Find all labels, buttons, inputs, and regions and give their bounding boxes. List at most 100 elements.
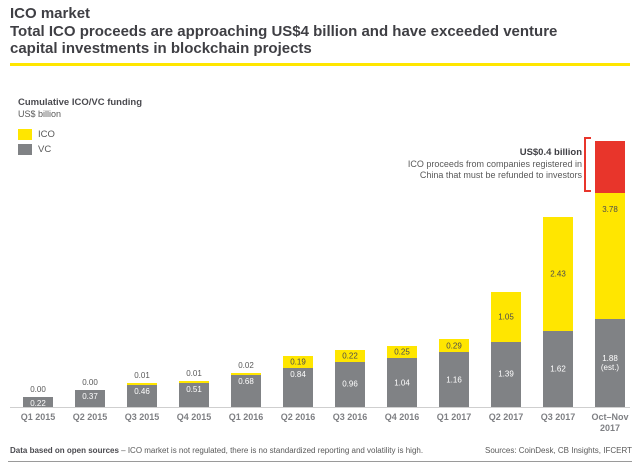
- ico-value-label: 0.01: [186, 369, 202, 379]
- bar-column: 0.29 1.16: [428, 118, 480, 407]
- ico-bar-segment: [231, 373, 261, 376]
- vc-value-label: 0.84: [290, 369, 306, 379]
- vc-value-label: 0.37: [82, 391, 98, 401]
- ico-bar-segment: 3.78: [595, 192, 625, 319]
- stacked-bar: 0.19 0.84: [283, 355, 313, 407]
- page-title: Total ICO proceeds are approaching US$4 …: [10, 22, 558, 58]
- vc-value-label: 1.39: [498, 369, 514, 379]
- bar-column: 0.19 0.84: [272, 118, 324, 407]
- legend-label-ico: ICO: [38, 129, 55, 140]
- ico-bar-segment: 0.22: [335, 349, 365, 362]
- vc-bar-segment: 1.04: [387, 358, 417, 407]
- x-axis-label: Q3 2016: [332, 412, 368, 422]
- x-axis-label: Q2 2015: [72, 412, 108, 422]
- stacked-bar: 1.05 1.39: [491, 292, 521, 407]
- refund-annotation: US$0.4 billion ICO proceeds from compani…: [408, 147, 582, 182]
- legend-label-vc: VC: [38, 144, 52, 155]
- vc-bar-segment: 0.68: [231, 375, 261, 407]
- annotation-amount: US$0.4 billion: [519, 147, 582, 158]
- bar-column: 3.78 1.88 (est.): [584, 118, 636, 407]
- x-axis-label: Q3 2015: [124, 412, 160, 422]
- vc-value-label: 1.04: [394, 377, 410, 387]
- chart-unit-label: US$ billion: [18, 108, 62, 119]
- bar-column: 0.22 0.96: [324, 118, 376, 407]
- accent-rule: [10, 63, 630, 66]
- stacked-bar: 3.78 1.88 (est.): [595, 140, 625, 407]
- chart-legend: ICO VC: [18, 129, 55, 159]
- ico-bar-segment: 0.25: [387, 346, 417, 359]
- annotation-text-line1: ICO proceeds from companies registered i…: [407, 158, 582, 169]
- legend-item-ico: ICO: [18, 129, 55, 140]
- section-kicker: ICO market: [10, 5, 91, 22]
- report-footer: Data based on open sources – ICO market …: [10, 446, 632, 455]
- bar-column: 0.00 0.37: [64, 118, 116, 407]
- x-axis-label: Q1 2016: [228, 412, 264, 422]
- vc-value-label: 0.22: [30, 398, 46, 408]
- bar-column: 0.00 0.22: [12, 118, 64, 408]
- ico-bar-segment: [127, 383, 157, 386]
- ico-legend-swatch: [18, 129, 32, 140]
- stacked-bar: 0.22 0.96: [335, 349, 365, 407]
- stacked-bar: 0.68: [231, 373, 261, 407]
- bar-column: 0.02 0.68: [220, 118, 272, 407]
- stacked-bar: 2.43 1.62: [543, 216, 573, 407]
- chart-heading: Cumulative ICO/VC funding US$ billion: [18, 97, 142, 121]
- vc-bar-segment: 0.46: [127, 385, 157, 407]
- vc-bar-segment: 1.39: [491, 341, 521, 407]
- vc-legend-swatch: [18, 144, 32, 155]
- ico-value-label: 3.78: [602, 204, 618, 214]
- vc-value-label: 0.68: [238, 377, 254, 387]
- vc-bar-segment: 1.16: [439, 352, 469, 407]
- footer-rule: [8, 461, 632, 462]
- ico-value-label: 0.25: [394, 347, 410, 357]
- annotation-text-line2: China that must be refunded to investors: [419, 170, 582, 181]
- ico-value-label: 0.00: [30, 384, 46, 394]
- red-refund-segment: [595, 140, 625, 193]
- ico-value-label: 1.05: [498, 312, 514, 322]
- ico-bar-segment: 1.05: [491, 292, 521, 342]
- x-axis-label: Q2 2016: [280, 412, 316, 422]
- vc-bar-segment: 1.62: [543, 330, 573, 407]
- bar-column: 0.25 1.04: [376, 118, 428, 407]
- ico-bar-segment: 0.29: [439, 338, 469, 353]
- stacked-bar: 0.29 1.16: [439, 338, 469, 407]
- x-axis-label: Q4 2015: [176, 412, 212, 422]
- ico-value-label: 0.01: [134, 371, 150, 381]
- footnote-bold: Data based on open sources: [10, 446, 119, 455]
- x-axis-label: Q1 2015: [20, 412, 56, 422]
- vc-value-label: 0.46: [134, 387, 150, 397]
- stacked-bar: 0.37: [75, 389, 105, 407]
- x-axis-label: Q2 2017: [488, 412, 524, 422]
- refund-bracket: [584, 137, 591, 192]
- stacked-bar: 0.51: [179, 381, 209, 407]
- vc-value-label: 1.16: [446, 375, 462, 385]
- bar-column: 2.43 1.62: [532, 118, 584, 407]
- x-axis-label: Q4 2016: [384, 412, 420, 422]
- ico-value-label: 0.19: [290, 356, 306, 366]
- vc-value-label: 1.62: [550, 364, 566, 374]
- ico-value-label: 0.00: [82, 377, 98, 387]
- x-axis-label: Q3 2017: [540, 412, 576, 422]
- ico-bar-segment: 0.19: [283, 355, 313, 368]
- vc-bar-segment: 0.51: [179, 383, 209, 407]
- chart-title: Cumulative ICO/VC funding: [18, 97, 143, 108]
- sources-credit: Sources: CoinDesk, CB Insights, IFCERT: [484, 446, 632, 455]
- report-header: ICO market Total ICO proceeds are approa…: [10, 5, 610, 58]
- vc-bar-segment: 0.22: [23, 396, 53, 408]
- footnote: Data based on open sources – ICO market …: [10, 446, 423, 455]
- stacked-bar: 0.22: [23, 396, 53, 408]
- vc-bar-segment: 0.96: [335, 361, 365, 407]
- vc-value-label: 0.96: [342, 379, 358, 389]
- bar-chart: 0.00 0.22 0.00 0.37 0.01 0.46 0.01 0.51 0.02 0.68…: [12, 118, 636, 408]
- legend-item-vc: VC: [18, 144, 55, 155]
- stacked-bar: 0.25 1.04: [387, 346, 417, 407]
- x-axis-labels: Q1 2015 Q2 2015 Q3 2015 Q4 2015 Q1 2016 Q2 20…: [12, 412, 636, 434]
- ico-bar-segment: 2.43: [543, 216, 573, 331]
- footnote-rest: – ICO market is not regulated, there is …: [118, 446, 424, 455]
- bar-column: 0.01 0.51: [168, 118, 220, 407]
- ico-value-label: 2.43: [550, 269, 566, 279]
- ico-value-label: 0.02: [238, 361, 254, 371]
- x-axis-line: [10, 407, 630, 408]
- vc-value-label: 1.88 (est.): [600, 353, 620, 372]
- stacked-bar: 0.46: [127, 383, 157, 407]
